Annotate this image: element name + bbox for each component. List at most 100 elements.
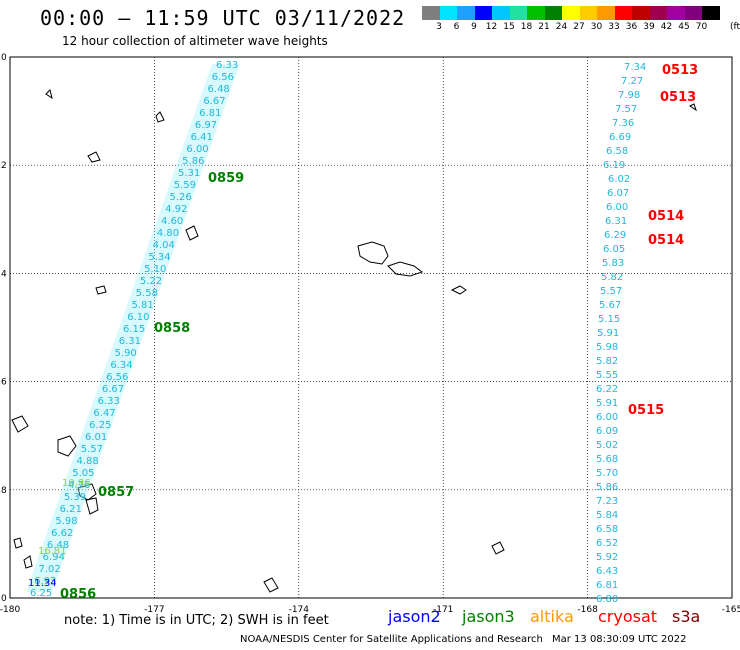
color-scale-swatch: 45 — [667, 6, 690, 32]
track-value: 6.00 — [596, 412, 618, 423]
island-outline — [13, 537, 23, 549]
track-time-label: 0859 — [208, 171, 244, 186]
latitude-label: -20 — [0, 594, 7, 604]
track-value: 6.09 — [596, 426, 618, 437]
color-scale-label: 33 — [608, 22, 620, 32]
satellite-track-left: 6.336.566.486.676.816.976.416.005.865.31… — [26, 60, 244, 602]
track-value: 6.05 — [603, 244, 625, 255]
legend-altika: altika — [530, 607, 574, 626]
track-value: 7.36 — [612, 118, 634, 129]
track-value: 6.29 — [604, 230, 626, 241]
track-value: 6.33 — [98, 396, 120, 407]
color-scale-label: 12 — [485, 22, 498, 32]
color-scale-swatch: 36 — [614, 6, 637, 32]
island-outline — [387, 261, 424, 277]
track-time-label: 0515 — [628, 403, 664, 418]
track-value: 6.48 — [47, 540, 69, 551]
island-outline — [87, 151, 101, 163]
track-value: 4.88 — [77, 456, 99, 467]
track-time-label: 0514 — [648, 233, 684, 248]
track-value: 5.92 — [596, 552, 618, 563]
color-scale-label: 24 — [555, 22, 568, 32]
track-value: 6.07 — [607, 188, 629, 199]
color-scale-label: 70 — [695, 22, 708, 32]
track-value: 5.67 — [599, 300, 621, 311]
track-value: 5.84 — [596, 510, 618, 521]
track-value: 5.83 — [602, 258, 624, 269]
color-scale-swatch: 70 — [684, 6, 707, 32]
track-value: 6.43 — [596, 566, 618, 577]
track-band — [26, 64, 240, 592]
island-outline — [95, 285, 107, 295]
color-scale-label: 27 — [573, 22, 585, 32]
track-value: 5.05 — [72, 468, 94, 479]
track-value: 6.93 — [34, 576, 56, 587]
track-value: 6.58 — [596, 524, 618, 535]
map-border — [9, 56, 733, 599]
latitude-label: -14 — [0, 269, 7, 279]
legend-s3a: s3a — [672, 607, 701, 626]
color-scale-label: 39 — [643, 22, 655, 32]
longitude-label: -168 — [577, 605, 598, 615]
track-value: 6.69 — [609, 132, 631, 143]
color-scale-swatch: 12 — [474, 6, 497, 32]
track-value: 6.94 — [43, 552, 65, 563]
longitude-label: -180 — [0, 605, 20, 615]
island-outline — [11, 415, 29, 433]
track-value: 6.97 — [195, 120, 217, 131]
track-value: 6.67 — [102, 384, 124, 395]
track-value: 6.25 — [30, 588, 52, 599]
longitude-label: -165 — [722, 605, 740, 615]
color-scale-label: 3 — [436, 22, 442, 32]
color-scale-swatch: 21 — [527, 6, 550, 32]
color-scale-label: 18 — [520, 22, 533, 32]
legend-jason3: jason3 — [462, 607, 515, 626]
longitude-labels: -180 -177 -174 -171 -168 -165 — [0, 605, 740, 615]
track-value: 6.01 — [85, 432, 107, 443]
track-value: 5.82 — [596, 356, 618, 367]
color-scale-label: 42 — [660, 22, 673, 32]
track-value: 5.98 — [596, 342, 618, 353]
track-time-label: 0857 — [98, 485, 134, 500]
color-scale-label: 30 — [590, 22, 603, 32]
longitude-label: -171 — [433, 605, 453, 615]
track-value: 6.81 — [199, 108, 221, 119]
longitude-label: -174 — [289, 605, 310, 615]
track-value: 5.34 — [148, 252, 170, 263]
track-value: 5.15 — [598, 314, 620, 325]
track-highlight-value: 16.81 — [38, 546, 67, 557]
track-value: 7.23 — [596, 496, 618, 507]
track-value: 6.02 — [608, 174, 630, 185]
color-scale-swatch: 24 — [544, 6, 567, 32]
track-value: 5.70 — [596, 468, 618, 479]
track-value: 4.92 — [165, 204, 187, 215]
track-value: 6.21 — [60, 504, 82, 515]
island-coastlines — [11, 89, 697, 593]
track-value: 5.86 — [182, 156, 204, 167]
track-value: 5.39 — [64, 492, 86, 503]
color-scale-swatch: 30 — [579, 6, 602, 32]
track-value: 6.52 — [596, 538, 618, 549]
color-scale-swatch: 42 — [649, 6, 672, 32]
track-value: 6.81 — [596, 580, 618, 591]
track-value: 7.34 — [624, 62, 646, 73]
track-value: 5.86 — [596, 482, 618, 493]
track-value: 6.62 — [51, 528, 73, 539]
color-scale-swatch: 33 — [597, 6, 620, 32]
track-value: 5.91 — [597, 328, 619, 339]
track-value: 6.34 — [110, 360, 132, 371]
island-outline — [23, 555, 33, 569]
track-value: 6.48 — [208, 84, 230, 95]
track-time-label: 0514 — [648, 209, 684, 224]
longitude-label: -177 — [144, 605, 164, 615]
island-outline — [85, 497, 99, 515]
track-value: 5.68 — [596, 454, 618, 465]
latitude-labels: -10 -12 -14 -16 -18 -20 — [0, 53, 7, 604]
latitude-label: -12 — [0, 161, 7, 171]
track-time-label: 0513 — [662, 63, 698, 78]
track-highlight-value: 10.86 — [62, 478, 91, 489]
island-outline — [77, 483, 97, 501]
island-outline — [689, 103, 697, 112]
track-value: 5.98 — [55, 516, 77, 527]
